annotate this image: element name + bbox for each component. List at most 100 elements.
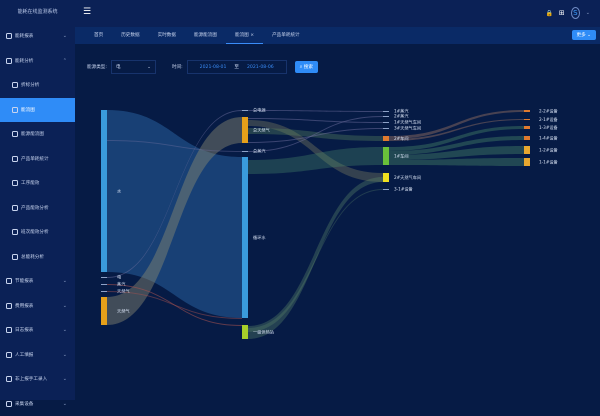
tab[interactable]: 历史数据 bbox=[112, 27, 148, 44]
sankey-node[interactable] bbox=[383, 128, 389, 129]
sankey-node[interactable] bbox=[242, 117, 248, 143]
sankey-link[interactable] bbox=[389, 110, 524, 139]
menu-toggle-icon[interactable]: ☰ bbox=[83, 7, 91, 17]
tab[interactable]: 能源能流图 bbox=[185, 27, 226, 44]
sidebar-item-label: 总能耗分析 bbox=[21, 254, 44, 260]
sankey-node[interactable] bbox=[524, 136, 530, 140]
end-date[interactable]: 2021-08-06 bbox=[247, 65, 274, 70]
filter-bar: 能源类型: 电⌄ 时间: 2021-08-01 至 2021-08-06 ⌕ 搜… bbox=[87, 60, 318, 74]
sidebar-item[interactable]: 班次能效分析 bbox=[0, 220, 75, 245]
sankey-node[interactable] bbox=[242, 110, 248, 111]
menu-icon bbox=[6, 278, 12, 284]
sankey-node[interactable] bbox=[242, 325, 248, 339]
date-range-picker[interactable]: 2021-08-01 至 2021-08-06 bbox=[187, 60, 287, 74]
sidebar-item[interactable]: 总能耗分析 bbox=[0, 245, 75, 270]
sankey-node[interactable] bbox=[242, 157, 248, 318]
sidebar-item[interactable]: 能流图 bbox=[0, 98, 75, 123]
sidebar-item[interactable]: 折标分析 bbox=[0, 73, 75, 98]
sidebar-item[interactable]: 日志报表⌄ bbox=[0, 318, 75, 343]
sidebar-item-label: 折标分析 bbox=[21, 82, 39, 88]
sankey-node[interactable] bbox=[383, 111, 389, 112]
sankey-node[interactable] bbox=[383, 189, 389, 190]
sankey-node[interactable] bbox=[524, 110, 530, 112]
sankey-node[interactable] bbox=[383, 173, 389, 182]
sidebar-item[interactable]: 采集设备⌄ bbox=[0, 392, 75, 416]
chevron-down-icon[interactable]: ⌄ bbox=[586, 10, 590, 16]
sidebar-item[interactable]: 能源能流图 bbox=[0, 122, 75, 147]
chevron-icon: ⌃ bbox=[63, 58, 67, 64]
sidebar-item-label: 产品单耗统计 bbox=[21, 156, 49, 162]
sankey-node[interactable] bbox=[524, 146, 530, 154]
chevron-down-icon: ⌄ bbox=[147, 65, 151, 70]
more-button[interactable]: 更多 ⌄ bbox=[572, 30, 597, 40]
tab[interactable]: 能流图 × bbox=[226, 27, 263, 44]
menu-icon bbox=[12, 107, 18, 113]
sankey-node[interactable] bbox=[101, 110, 107, 272]
menu-icon bbox=[12, 82, 18, 88]
lock-icon[interactable]: 🔒 bbox=[545, 10, 552, 17]
menu-icon bbox=[12, 205, 18, 211]
sidebar-item[interactable]: 非上报手工录入⌄ bbox=[0, 367, 75, 392]
sidebar-item-label: 能流图 bbox=[21, 107, 35, 113]
tab[interactable]: 产品单耗统计 bbox=[263, 27, 309, 44]
sidebar-item-label: 节能报表 bbox=[15, 278, 33, 284]
sidebar: 能耗在线监测系统 能耗报表⌄能耗分析⌃ 折标分析能流图能源能流图产品单耗统计工序能… bbox=[0, 0, 75, 400]
sankey-link[interactable] bbox=[248, 177, 383, 339]
sankey-node[interactable] bbox=[524, 126, 530, 129]
menu-icon bbox=[12, 180, 18, 186]
sankey-node-label: 1-4#设备 bbox=[539, 135, 559, 142]
menu-icon bbox=[12, 131, 18, 137]
sidebar-item[interactable]: 能耗分析⌃ bbox=[0, 49, 75, 74]
sankey-node[interactable] bbox=[383, 136, 389, 141]
menu-icon bbox=[6, 58, 12, 64]
tab[interactable]: 实时数据 bbox=[149, 27, 185, 44]
sankey-node[interactable] bbox=[524, 158, 530, 166]
energy-type-select[interactable]: 电⌄ bbox=[111, 60, 156, 74]
sidebar-item[interactable]: 产品能效分析 bbox=[0, 196, 75, 221]
sankey-node[interactable] bbox=[101, 297, 107, 325]
sidebar-item[interactable]: 能耗报表⌄ bbox=[0, 24, 75, 49]
sankey-node-label: 2-1#设备 bbox=[539, 116, 559, 123]
app-title: 能耗在线监测系统 bbox=[0, 0, 75, 24]
sidebar-item[interactable]: 人工填报⌄ bbox=[0, 343, 75, 368]
sankey-node-label: 1#车间 bbox=[394, 153, 409, 160]
sankey-link[interactable] bbox=[248, 110, 383, 112]
sankey-node-label: 1-1#设备 bbox=[539, 159, 559, 166]
sankey-node[interactable] bbox=[101, 284, 107, 285]
sankey-node[interactable] bbox=[101, 277, 107, 278]
sankey-node-label: 2-2#设备 bbox=[539, 108, 559, 115]
chevron-icon: ⌄ bbox=[63, 352, 67, 358]
start-date[interactable]: 2021-08-01 bbox=[200, 65, 227, 70]
sankey-node-label: 1#天然气车间 bbox=[394, 119, 421, 126]
tab[interactable]: 首页 bbox=[85, 27, 112, 44]
sankey-node[interactable] bbox=[383, 116, 389, 117]
sidebar-item[interactable]: 费用报表⌄ bbox=[0, 294, 75, 319]
sankey-node[interactable] bbox=[101, 291, 107, 292]
sankey-node-label: 一级供热站 bbox=[253, 329, 274, 336]
search-button[interactable]: ⌕ 搜索 bbox=[295, 61, 318, 73]
sankey-node[interactable] bbox=[242, 151, 248, 152]
sankey-node[interactable] bbox=[383, 122, 389, 123]
menu-icon bbox=[6, 303, 12, 309]
sankey-node[interactable] bbox=[383, 147, 389, 165]
menu-icon bbox=[6, 352, 12, 358]
sankey-node-label: 天然气 bbox=[117, 288, 130, 295]
grid-icon[interactable]: ⊞ bbox=[559, 9, 565, 17]
time-label: 时间: bbox=[172, 64, 183, 70]
top-bar: ☰ 🔒 ⊞ S ⌄ bbox=[75, 0, 600, 27]
sankey-link[interactable] bbox=[248, 189, 383, 332]
avatar[interactable]: S bbox=[571, 7, 580, 19]
sidebar-item[interactable]: 节能报表⌄ bbox=[0, 269, 75, 294]
sidebar-item[interactable]: 工序能效 bbox=[0, 171, 75, 196]
sankey-node[interactable] bbox=[524, 119, 530, 120]
sankey-node-label: 2#车间 bbox=[394, 135, 409, 142]
sankey-node-label: 1-2#设备 bbox=[539, 147, 559, 154]
menu-icon bbox=[12, 156, 18, 162]
chevron-icon: ⌄ bbox=[63, 327, 67, 333]
sidebar-item-label: 费用报表 bbox=[15, 303, 33, 309]
sidebar-item-label: 能源能流图 bbox=[21, 131, 44, 137]
sidebar-item[interactable]: 产品单耗统计 bbox=[0, 147, 75, 172]
sidebar-item-label: 非上报手工录入 bbox=[15, 376, 47, 382]
menu-icon bbox=[6, 376, 12, 382]
energy-type-value: 电 bbox=[116, 64, 121, 70]
